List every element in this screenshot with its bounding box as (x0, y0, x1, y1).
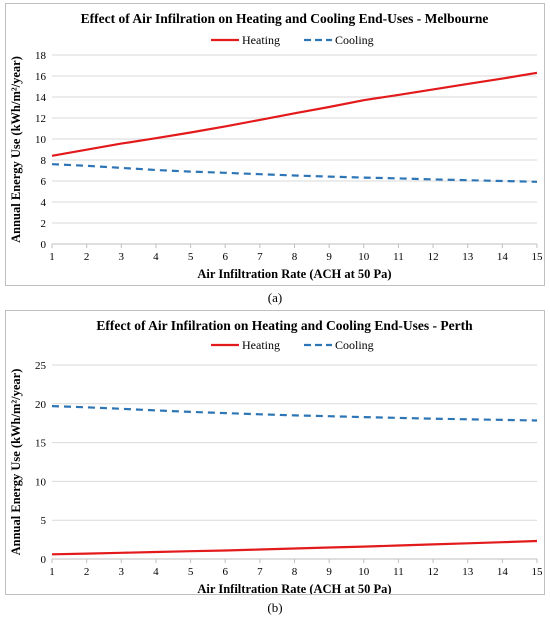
series-line-heating (51, 539, 538, 556)
x-axis-title: Air Infiltration Rate (ACH at 50 Pa) (197, 267, 391, 281)
y-tick-label: 4 (41, 197, 47, 209)
series-line-cooling (51, 163, 538, 183)
y-tick-label: 5 (41, 515, 47, 527)
y-tick-label: 10 (35, 476, 47, 488)
caption-a: (a) (267, 290, 283, 305)
x-tick-label: 6 (222, 251, 228, 263)
x-tick-label: 11 (393, 251, 404, 263)
y-tick-label: 25 (35, 360, 47, 372)
y-tick-label: 10 (35, 134, 47, 146)
x-tick-label: 5 (188, 566, 194, 578)
y-axis-title: Annual Energy Use (kWh/m²/year) (9, 56, 23, 243)
x-tick-label: 3 (119, 566, 125, 578)
x-tick-label: 1 (49, 566, 55, 578)
x-axis-title: Air Infiltration Rate (ACH at 50 Pa) (197, 582, 391, 594)
legend-label-heating: Heating (242, 33, 280, 47)
series-line-cooling (51, 405, 538, 422)
chart-perth-svg: Effect of Air Infilration on Heating and… (9, 318, 544, 594)
y-axis-title: Annual Energy Use (kWh/m²/year) (9, 369, 23, 556)
x-tick-label: 11 (393, 566, 404, 578)
y-tick-label: 2 (41, 218, 47, 230)
x-tick-label: 1 (49, 251, 55, 263)
x-tick-label: 3 (119, 251, 125, 263)
chart-perth: Effect of Air Infilration on Heating and… (5, 310, 545, 595)
x-tick-label: 12 (428, 251, 439, 263)
x-tick-label: 14 (497, 251, 509, 263)
x-tick-label: 9 (326, 566, 332, 578)
x-tick-label: 6 (222, 566, 228, 578)
x-tick-label: 4 (153, 566, 159, 578)
x-tick-label: 9 (326, 251, 332, 263)
chart-melbourne: Effect of Air Infilration on Heating and… (5, 3, 545, 286)
x-tick-label: 13 (462, 251, 474, 263)
legend-label-heating: Heating (242, 338, 280, 352)
x-tick-label: 14 (497, 566, 509, 578)
x-tick-label: 10 (358, 566, 370, 578)
x-tick-label: 7 (257, 251, 263, 263)
x-tick-label: 2 (84, 251, 90, 263)
legend-label-cooling: Cooling (335, 33, 374, 47)
x-tick-label: 4 (153, 251, 159, 263)
y-tick-label: 12 (35, 113, 46, 125)
x-tick-label: 13 (462, 566, 474, 578)
y-tick-label: 0 (41, 554, 47, 566)
x-tick-label: 8 (292, 251, 298, 263)
series-line-heating (51, 71, 538, 157)
x-tick-label: 10 (358, 251, 370, 263)
y-tick-label: 18 (35, 50, 47, 62)
y-tick-label: 15 (35, 438, 47, 450)
y-tick-label: 16 (35, 71, 47, 83)
x-tick-label: 5 (188, 251, 194, 263)
y-tick-label: 0 (41, 239, 47, 251)
chart-title: Effect of Air Infilration on Heating and… (96, 318, 473, 333)
chart-melbourne-svg: Effect of Air Infilration on Heating and… (9, 11, 544, 281)
chart-title: Effect of Air Infilration on Heating and… (81, 11, 489, 26)
x-tick-label: 12 (428, 566, 439, 578)
x-tick-label: 7 (257, 566, 263, 578)
y-tick-label: 8 (41, 155, 47, 167)
x-tick-label: 15 (532, 566, 544, 578)
x-tick-label: 8 (292, 566, 298, 578)
y-tick-label: 6 (41, 176, 47, 188)
y-tick-label: 20 (35, 399, 47, 411)
y-tick-label: 14 (35, 92, 47, 104)
caption-b: (b) (267, 600, 283, 615)
x-tick-label: 2 (84, 566, 90, 578)
legend-label-cooling: Cooling (335, 338, 374, 352)
x-tick-label: 15 (532, 251, 544, 263)
